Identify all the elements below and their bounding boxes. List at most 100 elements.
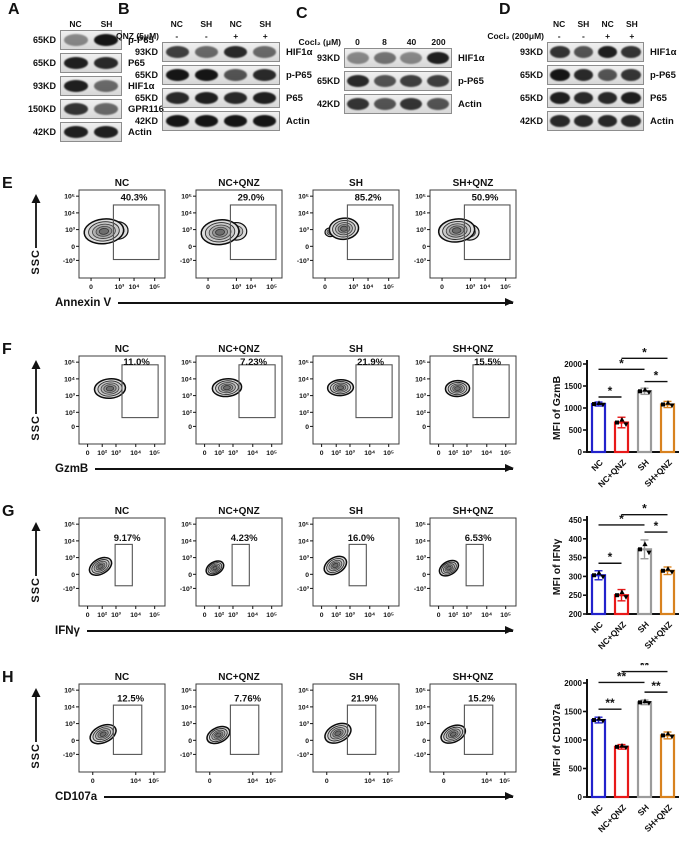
blot-lane — [221, 89, 250, 107]
x-tick-label: 0 — [208, 778, 212, 785]
x-axis-group: GzmB — [55, 462, 514, 476]
blot-lane — [425, 49, 452, 67]
blot-panel-B: B NC SH NC SH QNZ (5μM) - - + +93KD HIF1α 65KD p-P65… — [116, 2, 334, 134]
protein-band — [400, 98, 423, 110]
blot-lane — [192, 112, 221, 130]
x-tick-label: 10⁵ — [266, 612, 277, 619]
blot-lane — [425, 72, 452, 90]
y-tick-label: 10⁴ — [181, 538, 192, 545]
gate — [472, 364, 510, 419]
y-tick-label: -10³ — [63, 258, 76, 265]
plot-title: SH+QNZ — [453, 344, 494, 355]
blot-lane — [250, 89, 279, 107]
significance-marker: ** — [617, 669, 627, 683]
data-point — [615, 744, 619, 749]
blot-row: 65KD P65 — [499, 88, 685, 108]
blot-strip — [547, 42, 644, 62]
protein-label: HIF1α — [458, 52, 485, 64]
y-tick-label: 0 — [188, 244, 192, 251]
blot-strip — [547, 65, 644, 85]
blot-row: 65KD p-P65 — [296, 71, 508, 91]
protein-band — [550, 92, 570, 104]
lane-header-row: NC SH NC SH — [162, 18, 280, 30]
x-axis-arrow — [95, 464, 514, 472]
blot-lane — [596, 66, 620, 84]
blot-row: 42KD Actin — [296, 94, 508, 114]
treatment-value: 8 — [382, 37, 387, 47]
y-tick-label: 10⁵ — [181, 522, 192, 529]
x-tick-label: 0 — [206, 284, 210, 291]
y-axis-label-group: SSC — [28, 194, 44, 275]
blot-strip — [162, 88, 280, 108]
protein-band — [597, 115, 618, 127]
bar — [659, 569, 676, 616]
protein-label: Actin — [286, 115, 310, 127]
blot-lane — [572, 66, 596, 84]
x-tick-label: 10³ — [111, 612, 122, 619]
data-point — [669, 403, 675, 409]
x-tick-label: 0 — [86, 450, 90, 457]
y-tick-label: 10³ — [299, 555, 310, 562]
flow-plot-NC: NC 10⁵ 10⁴ 10³ 0 -10³ 0 10⁴ 10⁵ 12.5% — [63, 672, 166, 785]
treatment-value: - — [557, 31, 561, 41]
mw-label: 93KD — [134, 47, 158, 57]
mw-label: 65KD — [32, 58, 56, 68]
contour-population — [440, 724, 467, 744]
treatment-label-text: Cocl₂ (μM) — [298, 37, 342, 47]
treatment-value: 40 — [406, 37, 417, 47]
flow-plot-SH+QNZ: SH+QNZ 10⁵ 10⁴ 10³ 0 -10³ 0 10⁴ 10⁵ 15.2% — [414, 672, 517, 785]
blot-strip — [60, 122, 122, 142]
y-tick-label: 10⁵ — [64, 688, 75, 695]
plot-title: NC — [115, 506, 129, 517]
y-tick-label: 10⁴ — [415, 538, 426, 545]
category-label: NC — [589, 457, 605, 473]
x-tick-label: 10⁴ — [364, 778, 375, 785]
gate — [346, 204, 394, 261]
x-axis-group: Annexin V — [55, 296, 514, 310]
gate-percentage: 50.9% — [472, 193, 499, 204]
x-tick-label: 10⁴ — [247, 612, 258, 619]
y-axis-arrow — [31, 688, 41, 742]
y-axis-label: SSC — [30, 415, 42, 441]
gate-percentage: 85.2% — [355, 193, 382, 204]
y-tick-label: -10³ — [180, 586, 193, 593]
x-tick-label: 10³ — [115, 284, 126, 291]
y-tick-label: 2000 — [564, 679, 582, 688]
mw-label: 42KD — [32, 127, 56, 137]
x-tick-label: 10⁴ — [247, 778, 258, 785]
y-tick-label: 10⁵ — [64, 194, 75, 201]
x-tick-label: 10⁵ — [266, 284, 277, 291]
y-axis-arrow — [31, 360, 41, 414]
protein-band — [597, 46, 618, 58]
data-point — [592, 718, 596, 723]
mw-label: 93KD — [32, 81, 56, 91]
protein-band — [93, 57, 119, 69]
significance-marker: * — [642, 502, 647, 516]
contour-population — [83, 218, 125, 245]
lane-header: NC — [552, 19, 566, 29]
panel-label: H — [2, 669, 14, 686]
gate-percentage: 7.76% — [234, 694, 261, 705]
data-point — [665, 730, 671, 736]
y-axis-label-group: SSC — [28, 522, 44, 603]
panel-label: G — [2, 503, 15, 520]
y-tick-label: 10⁴ — [298, 376, 309, 383]
data-point — [623, 745, 629, 751]
y-tick-label: 10⁵ — [415, 360, 426, 367]
y-tick-label: 10⁴ — [298, 538, 309, 545]
blot-row: 93KD HIF1α — [499, 42, 685, 62]
lane-header: SH — [577, 19, 590, 29]
lane-header: SH — [100, 19, 113, 29]
lane-header: SH — [625, 19, 638, 29]
significance-marker: * — [654, 369, 659, 383]
contour-population — [326, 378, 355, 397]
y-tick-label: 10² — [65, 410, 76, 417]
x-axis-arrow — [118, 298, 514, 306]
data-point — [596, 570, 602, 575]
protein-label: P65 — [286, 92, 303, 104]
x-tick-label: 0 — [320, 450, 324, 457]
data-point — [665, 566, 671, 571]
contour-population — [206, 725, 231, 745]
